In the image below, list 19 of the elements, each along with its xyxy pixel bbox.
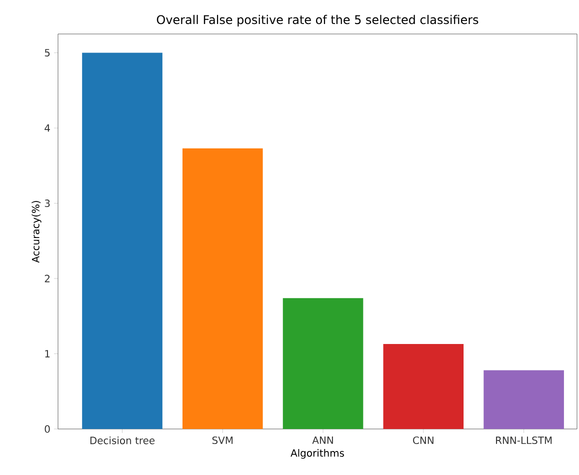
- y-axis-title: Accuracy(%): [32, 200, 42, 263]
- bar: [82, 52, 162, 429]
- x-tick-label: RNN-LLSTM: [496, 436, 552, 444]
- x-tick-label: CNN: [413, 436, 434, 444]
- bar: [484, 370, 564, 429]
- y-tick-label: 2: [44, 274, 50, 282]
- y-tick-label: 0: [44, 425, 50, 433]
- x-tick-label: SVM: [212, 436, 233, 444]
- y-tick-label: 4: [44, 124, 50, 132]
- y-tick-label: 1: [45, 350, 50, 358]
- chart-title: Overall False positive rate of the 5 selected classifiers: [156, 14, 478, 26]
- x-tick-label: Decision tree: [90, 436, 155, 444]
- x-tick-label: ANN: [312, 436, 333, 444]
- bar: [182, 148, 263, 429]
- y-tick-label: 3: [44, 199, 50, 208]
- x-axis-title: Algorithms: [290, 449, 344, 459]
- bar: [282, 298, 364, 429]
- y-tick-label: 5: [44, 49, 50, 56]
- bar: [383, 344, 464, 429]
